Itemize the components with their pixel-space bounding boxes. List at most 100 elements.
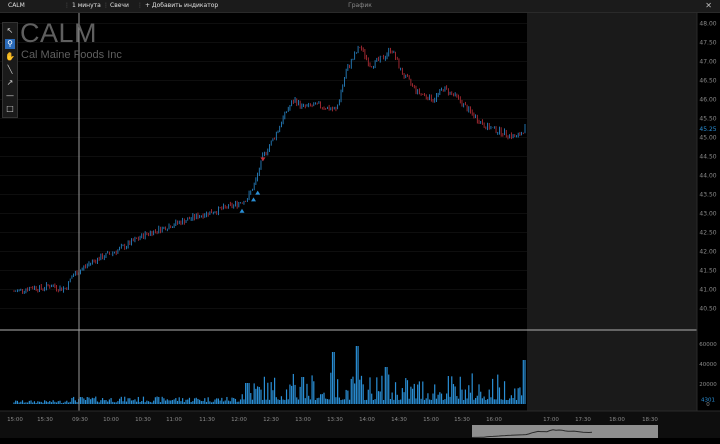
volume-bar (365, 399, 368, 404)
symbol-dropdown-icon[interactable]: ⋮ (64, 2, 70, 9)
volume-bar (81, 397, 83, 404)
line-icon[interactable]: ╲ (7, 65, 13, 74)
volume-bar (505, 399, 507, 404)
volume-bar (311, 375, 313, 404)
volume-bar (265, 399, 267, 404)
volume-bar (308, 395, 310, 404)
volume-bar (130, 400, 133, 404)
volume-bar (212, 401, 214, 404)
volume-bar (345, 389, 347, 404)
volume-bar (417, 384, 419, 404)
volume-bar (415, 398, 417, 404)
price-axis: 48.00 47.50 47.00 46.50 46.00 45.50 45.00 44.50… (699, 21, 716, 313)
volume-bar (197, 398, 199, 404)
volume-bar (517, 388, 519, 404)
volume-bar (337, 379, 339, 404)
volume-bar (389, 399, 392, 404)
volume-bar (159, 402, 162, 404)
volume-bar (101, 398, 104, 404)
volume-bar (96, 401, 99, 404)
volume-bar (127, 398, 129, 404)
volume-bar (45, 401, 47, 404)
volume-bar (420, 398, 422, 404)
volume-bar (473, 399, 475, 404)
volume-bar (509, 398, 511, 404)
volume-bar (313, 381, 315, 404)
price-tick-label: 47.00 (699, 59, 716, 66)
rectangle-icon[interactable]: □ (6, 104, 14, 113)
time-tick-label: 15:00 (7, 417, 23, 423)
zoom-icon[interactable]: ⚲ (5, 39, 15, 49)
volume-bar (355, 346, 357, 404)
volume-bar (168, 400, 170, 404)
volume-bar (59, 400, 61, 404)
volume-bar (463, 399, 465, 404)
volume-bar (199, 399, 201, 404)
volume-bar (105, 399, 107, 404)
volume-bar (418, 381, 420, 404)
volume-bar (272, 390, 274, 404)
time-tick-label: 15:30 (454, 417, 470, 423)
horizontal-line-icon[interactable]: — (6, 91, 14, 100)
volume-bar (238, 401, 240, 404)
current-price-value: 45.25 (699, 126, 716, 133)
volume-bar (142, 396, 145, 404)
volume-bar (268, 399, 271, 404)
volume-bar (442, 399, 444, 404)
volume-bar (405, 378, 407, 404)
chart-type-dropdown-icon[interactable]: ⋮ (137, 2, 143, 9)
volume-bar (251, 399, 254, 404)
symbol-selector[interactable]: CALM (8, 2, 25, 9)
volume-bar (524, 360, 526, 404)
volume-bar (119, 398, 121, 404)
volume-bar (400, 399, 402, 404)
volume-bar (243, 399, 245, 404)
add-indicator-button[interactable]: + Добавить индикатор (145, 2, 219, 9)
ray-icon[interactable]: ↗ (6, 78, 14, 87)
volume-bar (52, 400, 54, 404)
time-tick-label: 13:00 (295, 417, 311, 423)
volume-bar (503, 381, 506, 404)
arrow-cursor-icon[interactable]: ↖ (6, 26, 14, 35)
volume-bar (210, 402, 213, 404)
volume-bar (347, 390, 349, 404)
price-tick-label: 44.50 (699, 154, 716, 161)
volume-bar (193, 398, 196, 404)
navigator-minimap[interactable] (471, 425, 658, 438)
time-tick-label: 17:00 (543, 417, 559, 423)
volume-bar (250, 393, 252, 404)
volume-bar (384, 367, 386, 404)
volume-bar (219, 400, 221, 404)
volume-bar (149, 401, 151, 404)
volume-bar (299, 386, 301, 404)
volume-bar (316, 398, 318, 404)
volume-bar (205, 401, 208, 404)
time-tick-label: 12:00 (231, 417, 247, 423)
volume-bar (481, 398, 484, 404)
hand-icon[interactable]: ✋ (5, 52, 15, 61)
close-icon[interactable]: ✕ (705, 1, 712, 10)
volume-bar (371, 393, 373, 404)
volume-bar (430, 399, 432, 404)
time-tick-label: 18:30 (642, 417, 658, 423)
interval-selector[interactable]: 1 минута (72, 2, 101, 9)
price-tick-label: 41.00 (699, 287, 716, 294)
volume-bar (71, 397, 73, 404)
volume-bar (260, 389, 262, 404)
volume-bar (323, 392, 325, 404)
volume-bar (486, 399, 489, 404)
interval-dropdown-icon[interactable]: ⋮ (103, 2, 109, 9)
volume-bar (180, 401, 182, 404)
volume-bar (183, 402, 185, 404)
volume-bar (178, 397, 180, 404)
volume-bar (331, 352, 334, 404)
volume-bar (454, 386, 456, 404)
price-chart[interactable]: 48.00 47.50 47.00 46.50 46.00 45.50 45.00 44.50… (0, 13, 720, 438)
volume-bar (408, 398, 410, 404)
volume-bar (93, 398, 95, 404)
volume-bar (200, 401, 202, 404)
volume-bar (187, 399, 189, 404)
volume-bar (478, 384, 480, 404)
chart-type-selector[interactable]: Свечи (110, 2, 129, 9)
time-tick-label: 12:30 (263, 417, 279, 423)
